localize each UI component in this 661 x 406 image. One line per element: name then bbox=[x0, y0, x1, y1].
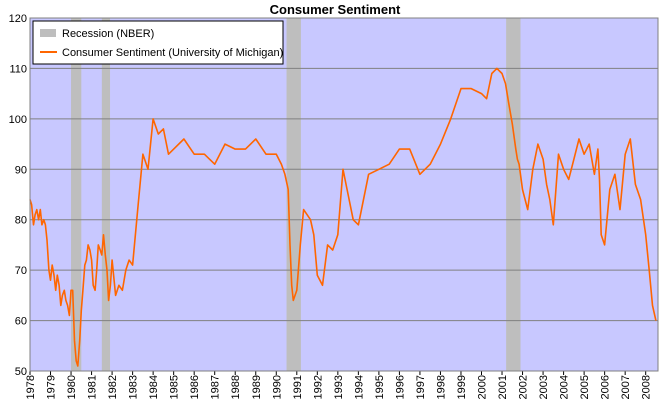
x-tick-label: 2008 bbox=[641, 375, 653, 399]
x-tick-label: 1983 bbox=[128, 375, 140, 399]
x-tick-label: 1997 bbox=[415, 375, 427, 399]
x-tick-label: 1993 bbox=[333, 375, 345, 399]
x-tick-label: 1979 bbox=[46, 375, 58, 399]
x-tick-label: 1999 bbox=[456, 375, 468, 399]
chart-title: Consumer Sentiment bbox=[270, 2, 401, 17]
y-tick-label: 80 bbox=[15, 215, 27, 227]
x-axis-ticks: 1978 1979 1980 1981 1982 1983 1984 1985 1986 1987… bbox=[25, 371, 653, 399]
y-tick-label: 70 bbox=[15, 265, 27, 277]
plot-border bbox=[29, 17, 659, 372]
legend-series-label: Consumer Sentiment (University of Michig… bbox=[62, 47, 283, 59]
x-tick-label: 1991 bbox=[292, 375, 304, 399]
recession-band bbox=[101, 18, 111, 371]
legend: Recession (NBER) Consumer Sentiment (Uni… bbox=[32, 20, 284, 65]
y-tick-label: 110 bbox=[9, 63, 27, 75]
x-tick-label: 1992 bbox=[312, 375, 324, 399]
x-tick-label: 1982 bbox=[107, 375, 119, 399]
x-tick-label: 1995 bbox=[374, 375, 386, 399]
y-tick-label: 60 bbox=[15, 316, 27, 328]
x-tick-label: 2002 bbox=[518, 375, 530, 399]
x-tick-label: 1980 bbox=[66, 375, 78, 399]
gridlines bbox=[30, 67, 658, 322]
x-tick-label: 2005 bbox=[579, 375, 591, 399]
x-tick-label: 2001 bbox=[497, 375, 509, 399]
x-tick-label: 2006 bbox=[600, 375, 612, 399]
x-tick-label: 1981 bbox=[87, 375, 99, 399]
y-tick-label: 90 bbox=[15, 164, 27, 176]
legend-recession-label: Recession (NBER) bbox=[62, 28, 154, 40]
y-tick-label: 120 bbox=[9, 13, 27, 25]
x-tick-label: 1998 bbox=[435, 375, 447, 399]
x-tick-label: 1987 bbox=[210, 375, 222, 399]
consumer-sentiment-line bbox=[29, 67, 657, 367]
x-tick-label: 1994 bbox=[353, 375, 365, 399]
x-tick-label: 1989 bbox=[251, 375, 263, 399]
x-tick-label: 2003 bbox=[538, 375, 550, 399]
x-tick-label: 1978 bbox=[25, 375, 37, 399]
x-tick-label: 1996 bbox=[394, 375, 406, 399]
y-tick-label: 50 bbox=[15, 366, 27, 378]
plot-area bbox=[29, 17, 659, 372]
x-tick-label: 2007 bbox=[620, 375, 632, 399]
x-tick-label: 2004 bbox=[559, 375, 571, 399]
recession-band bbox=[71, 18, 82, 371]
x-tick-label: 1990 bbox=[271, 375, 283, 399]
x-tick-label: 1985 bbox=[169, 375, 181, 399]
y-tick-label: 100 bbox=[9, 114, 27, 126]
x-tick-label: 1986 bbox=[189, 375, 201, 399]
y-axis-ticks: 50 60 70 80 90 100 110 120 bbox=[9, 13, 27, 378]
x-tick-label: 1984 bbox=[148, 375, 160, 399]
x-tick-label: 1988 bbox=[230, 375, 242, 399]
legend-box bbox=[32, 20, 284, 65]
legend-recession-swatch bbox=[40, 29, 56, 37]
recession-band bbox=[506, 18, 521, 371]
x-tick-label: 2000 bbox=[477, 375, 489, 399]
